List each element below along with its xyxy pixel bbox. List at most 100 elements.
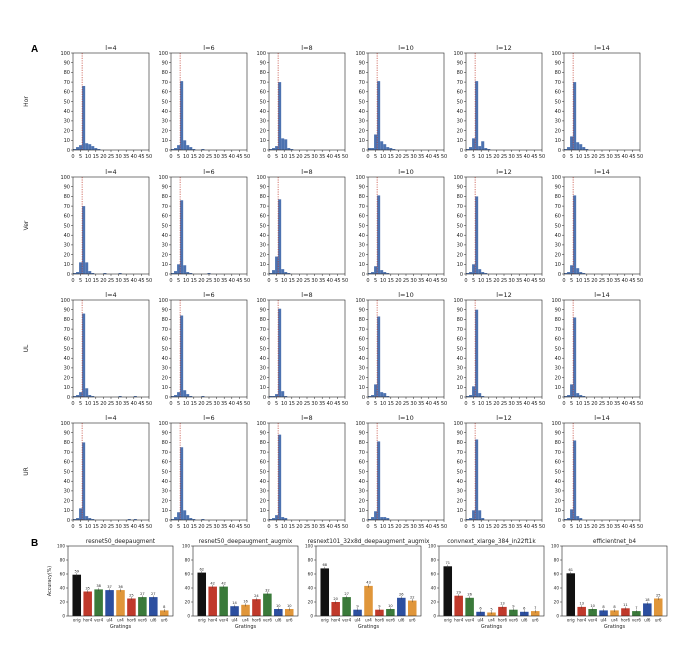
y-tick-label: 60 xyxy=(555,460,561,466)
value-label: 7 xyxy=(635,606,637,610)
hist-bar xyxy=(180,447,184,520)
y-tick-label: 40 xyxy=(162,479,168,485)
y-tick-label: 20 xyxy=(555,252,561,258)
hist-bar xyxy=(579,395,583,397)
x-tick-label: 15 xyxy=(93,524,99,530)
y-tick-label: 40 xyxy=(359,356,365,362)
y-tick-label: 60 xyxy=(260,337,266,343)
y-tick-label: 70 xyxy=(260,204,266,210)
y-tick-label: 0 xyxy=(67,148,70,154)
hist-bar xyxy=(469,518,473,520)
x-tick-label: 25 xyxy=(304,154,310,160)
x-tick-label: 25 xyxy=(206,154,212,160)
y-tick-label: 30 xyxy=(555,366,561,372)
y-tick-label: 70 xyxy=(555,450,561,456)
y-tick-label: 0 xyxy=(67,395,70,401)
y-tick-label: 0 xyxy=(362,518,365,524)
y-tick-label: 40 xyxy=(162,233,168,239)
y-tick-label: 80 xyxy=(555,440,561,446)
x-axis-label: Gratings xyxy=(358,624,380,630)
y-tick-label: 60 xyxy=(555,337,561,343)
value-label: 35 xyxy=(85,586,90,590)
y-tick-label: 80 xyxy=(359,317,365,323)
category-tick-label: orig xyxy=(567,618,575,623)
x-tick-label: 50 xyxy=(244,401,250,407)
value-label: 10 xyxy=(287,604,292,608)
model-title: convnext_xlarge_384_in22ft1k xyxy=(447,539,536,545)
model-title: resnext101_32x8d_deepaugment_augmix xyxy=(308,539,430,545)
hist-bar xyxy=(174,517,178,520)
y-tick-label: 70 xyxy=(457,204,463,210)
hist-bar xyxy=(383,393,387,397)
y-tick-label: 60 xyxy=(185,572,191,577)
y-tick-label: 70 xyxy=(555,204,561,210)
x-tick-label: 10 xyxy=(281,524,287,530)
hist-bar xyxy=(281,138,285,150)
y-tick-label: 10 xyxy=(457,385,463,391)
y-tick-label: 30 xyxy=(457,366,463,372)
y-tick-label: 30 xyxy=(162,119,168,125)
hist-bar xyxy=(275,394,279,397)
y-tick-label: 20 xyxy=(260,128,266,134)
y-tick-label: 60 xyxy=(457,90,463,96)
y-tick-label: 20 xyxy=(64,252,70,258)
x-tick-label: 35 xyxy=(418,401,424,407)
x-tick-label: 15 xyxy=(388,401,394,407)
y-tick-label: 20 xyxy=(359,252,365,258)
y-tick-label: 80 xyxy=(60,558,66,563)
x-tick-label: 30 xyxy=(115,524,121,530)
y-tick-label: 100 xyxy=(551,421,561,427)
y-tick-label: 100 xyxy=(158,175,168,181)
y-tick-label: 30 xyxy=(457,489,463,495)
accuracy-bar xyxy=(610,610,619,616)
hist-title: l=12 xyxy=(496,168,512,176)
y-tick-label: 40 xyxy=(554,586,560,591)
hist-bar xyxy=(377,195,381,274)
hist-bar xyxy=(186,272,190,274)
y-tick-label: 50 xyxy=(359,99,365,105)
hist-bar xyxy=(186,145,190,150)
hist-title: l=6 xyxy=(203,414,214,422)
value-label: 11 xyxy=(623,603,628,607)
x-tick-label: 30 xyxy=(606,154,612,160)
hist-bar xyxy=(180,315,184,397)
hist-title: l=8 xyxy=(301,44,312,52)
y-tick-label: 80 xyxy=(308,558,314,563)
x-tick-label: 25 xyxy=(599,524,605,530)
hist-bar xyxy=(377,81,381,150)
x-tick-label: 5 xyxy=(177,154,180,160)
y-tick-label: 30 xyxy=(162,243,168,249)
model-title: efficientnet_b4 xyxy=(593,539,637,545)
y-tick-label: 50 xyxy=(64,346,70,352)
x-tick-label: 25 xyxy=(403,401,409,407)
x-tick-label: 15 xyxy=(584,154,590,160)
y-tick-label: 0 xyxy=(263,518,266,524)
accuracy-bar xyxy=(263,593,272,616)
hist-bar xyxy=(82,206,86,274)
category-tick-label: ur6 xyxy=(409,618,416,623)
hist-bar xyxy=(478,393,482,397)
hist-bar xyxy=(579,272,583,274)
x-tick-label: 5 xyxy=(472,278,475,284)
y-tick-label: 90 xyxy=(457,185,463,191)
category-tick-label: orig xyxy=(321,618,329,623)
x-tick-label: 35 xyxy=(123,278,129,284)
y-tick-label: 20 xyxy=(260,375,266,381)
y-tick-label: 40 xyxy=(64,356,70,362)
value-label: 62 xyxy=(199,567,204,571)
y-tick-label: 0 xyxy=(165,395,168,401)
x-tick-label: 15 xyxy=(486,524,492,530)
y-tick-label: 10 xyxy=(359,262,365,268)
x-tick-label: 40 xyxy=(229,154,235,160)
x-tick-label: 25 xyxy=(403,154,409,160)
y-tick-label: 80 xyxy=(260,317,266,323)
y-tick-label: 0 xyxy=(558,518,561,524)
x-tick-label: 10 xyxy=(281,278,287,284)
y-tick-label: 70 xyxy=(162,80,168,86)
model-title: resnet50_deepaugment xyxy=(86,539,156,545)
y-tick-label: 0 xyxy=(310,614,313,619)
y-tick-label: 90 xyxy=(260,61,266,67)
x-tick-label: 20 xyxy=(100,278,106,284)
